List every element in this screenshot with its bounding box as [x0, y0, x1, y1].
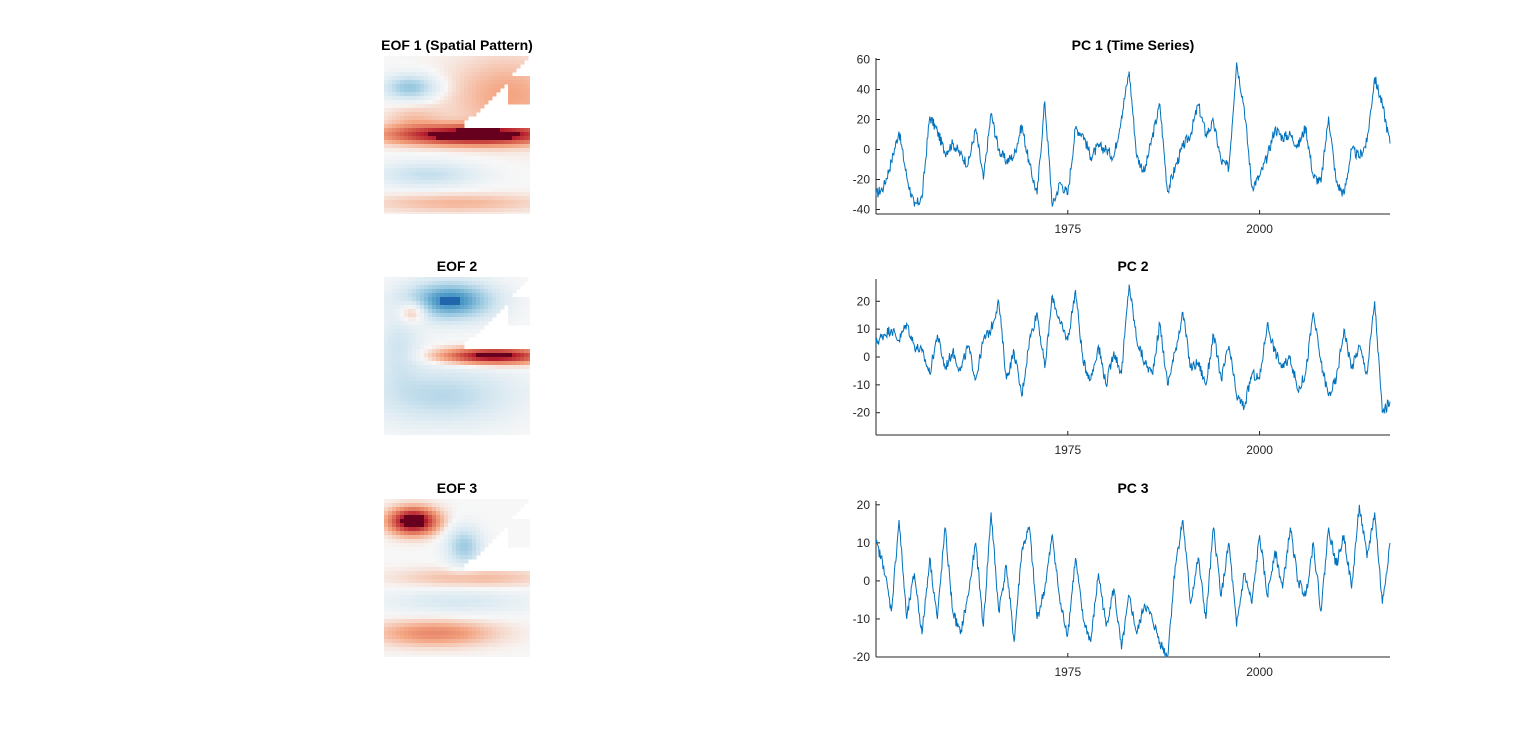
pc-3-chart: -20 -10 0 10 20 1975 2000	[853, 498, 1391, 679]
x-tick-label: 1975	[1054, 443, 1081, 457]
x-tick-label: 1975	[1054, 222, 1081, 236]
map-raster	[384, 499, 530, 657]
x-tick-label: 2000	[1246, 443, 1273, 457]
y-tick-label: 10	[857, 322, 871, 336]
map-3-title: EOF 3	[436, 480, 478, 496]
y-tick-label: 10	[857, 536, 871, 550]
y-tick-label: 0	[863, 574, 870, 588]
y-tick-label: 20	[857, 294, 871, 308]
pc-3-title: PC 3	[1117, 480, 1149, 496]
x-tick-label: 1975	[1054, 665, 1081, 679]
series-line	[875, 62, 1391, 207]
y-tick-label: -40	[853, 203, 871, 217]
y-tick-label: 60	[857, 53, 871, 67]
y-tick-label: -20	[853, 650, 871, 664]
y-tick-label: 0	[863, 350, 870, 364]
y-tick-label: 20	[857, 498, 871, 512]
y-tick-label: -10	[853, 612, 871, 626]
map-raster	[384, 277, 530, 435]
y-tick-label: -10	[853, 378, 871, 392]
pc-1-title: PC 1 (Time Series)	[1071, 37, 1195, 53]
y-tick-label: 40	[857, 83, 871, 97]
x-tick-label: 2000	[1246, 665, 1273, 679]
y-tick-label: 0	[863, 143, 870, 157]
map-raster	[384, 56, 530, 214]
pc-2-chart: -20 -10 0 10 20 1975 2000	[853, 279, 1391, 457]
eof-3-spatial-map	[384, 499, 530, 657]
y-tick-label: 20	[857, 113, 871, 127]
map-2-title: EOF 2	[436, 258, 478, 274]
x-tick-label: 2000	[1246, 222, 1273, 236]
eof-2-spatial-map	[384, 277, 530, 435]
pc-1-chart: -40 -20 0 20 40 60 1975 2000	[853, 53, 1391, 236]
eof-1-spatial-map	[384, 56, 530, 214]
series-line	[875, 504, 1391, 658]
series-line	[875, 284, 1391, 414]
y-tick-label: -20	[853, 406, 871, 420]
pc-2-title: PC 2	[1117, 258, 1149, 274]
map-1-title: EOF 1 (Spatial Pattern)	[381, 37, 533, 53]
y-tick-label: -20	[853, 173, 871, 187]
